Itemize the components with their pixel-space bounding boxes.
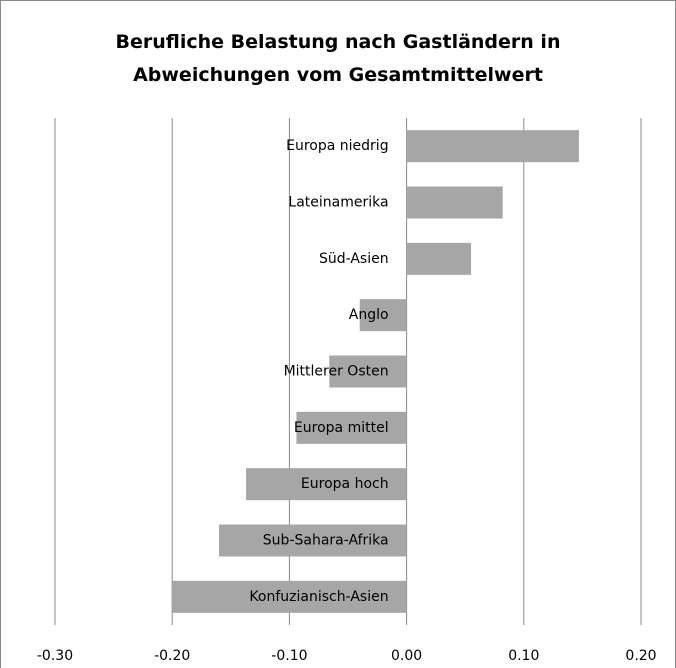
bar xyxy=(406,130,579,163)
bar xyxy=(359,299,407,332)
bar xyxy=(246,468,407,501)
bar xyxy=(296,411,407,444)
bar xyxy=(406,242,472,275)
x-tick-label: -0.10 xyxy=(271,648,307,664)
y-tick-label: Europa niedrig xyxy=(286,138,388,154)
y-tick-label: Mittlerer Osten xyxy=(284,364,389,380)
x-tick-label: -0.20 xyxy=(154,648,190,664)
y-tick-label: Süd-Asien xyxy=(319,251,389,267)
y-tick-label: Anglo xyxy=(349,307,389,323)
x-tick-label: -0.30 xyxy=(37,648,73,664)
x-tick-label: 0.20 xyxy=(625,648,656,664)
chart-title: Berufliche Belastung nach Gastländern in… xyxy=(115,31,561,86)
x-tick-label: 0.00 xyxy=(391,648,422,664)
y-tick-label: Sub-Sahara-Afrika xyxy=(263,533,389,549)
bar xyxy=(329,355,407,388)
y-tick-label: Europa mittel xyxy=(294,420,389,436)
y-tick-label: Konfuzianisch-Asien xyxy=(249,589,388,605)
bar xyxy=(172,580,407,613)
bar xyxy=(219,524,407,557)
y-tick-label: Europa hoch xyxy=(301,476,389,492)
x-tick-label: 0.10 xyxy=(508,648,539,664)
bar xyxy=(406,186,503,219)
y-tick-label: Lateinamerika xyxy=(288,195,388,211)
